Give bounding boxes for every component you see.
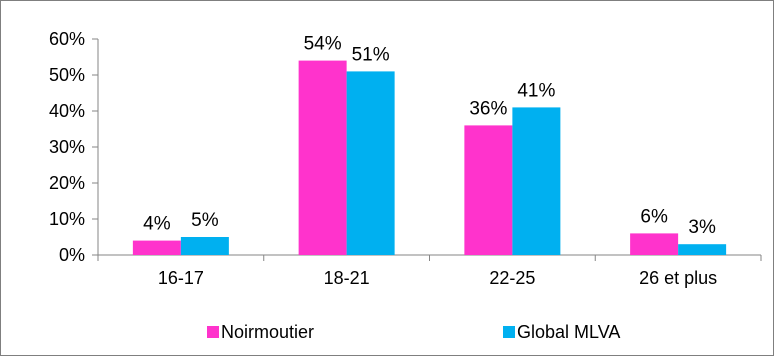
bar-noirmoutier (464, 125, 513, 256)
bars (132, 60, 727, 256)
bar-global-mlva (678, 244, 727, 255)
y-axis: 0% 10% 20% 30% 40% 50% 60% (49, 29, 99, 265)
x-category-label: 22-25 (489, 268, 535, 288)
bar-global-mlva (512, 107, 561, 256)
data-label: 41% (517, 80, 555, 101)
data-label: 54% (304, 34, 342, 55)
y-tick-label: 60% (49, 29, 85, 49)
bar-global-mlva (180, 237, 229, 255)
legend-swatch (207, 326, 219, 338)
data-label: 4% (143, 214, 171, 235)
y-tick-label: 10% (49, 209, 85, 229)
legend-swatch (503, 326, 515, 338)
data-label: 6% (640, 206, 668, 227)
data-labels: 4% 5% 54% 51% 36% 41% 6% 3% (143, 34, 716, 239)
data-label: 51% (352, 44, 390, 65)
y-tick-label: 50% (49, 65, 85, 85)
x-category-label: 16-17 (158, 268, 204, 288)
data-label: 36% (469, 98, 507, 119)
y-tick-label: 0% (59, 245, 85, 265)
y-tick-label: 40% (49, 101, 85, 121)
x-category-label: 18-21 (324, 268, 370, 288)
data-label: 3% (688, 217, 716, 238)
x-axis: 16-17 18-21 22-25 26 et plus (97, 254, 762, 288)
y-tick-label: 30% (49, 137, 85, 157)
bar-noirmoutier (132, 240, 181, 255)
x-category-label: 26 et plus (639, 268, 717, 288)
bar-global-mlva (346, 71, 395, 256)
legend-label: Global MLVA (517, 322, 620, 342)
bar-noirmoutier (630, 233, 679, 255)
legend-label: Noirmoutier (221, 322, 314, 342)
data-label: 5% (191, 210, 219, 231)
bar-noirmoutier (298, 60, 347, 255)
y-tick-label: 20% (49, 173, 85, 193)
legend: Noirmoutier Global MLVA (207, 322, 620, 342)
